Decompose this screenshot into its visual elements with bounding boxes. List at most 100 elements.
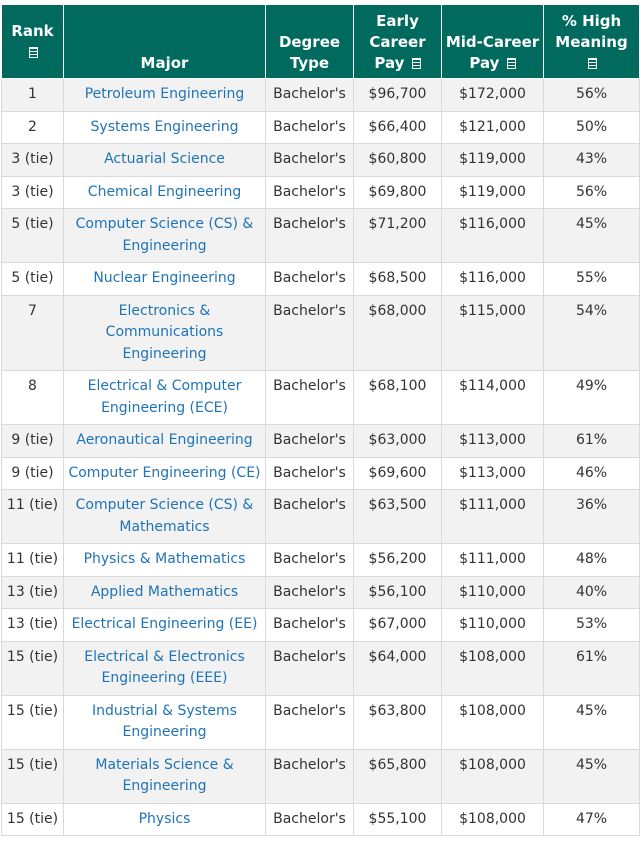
- table-row: 7 Electronics & Communications Engineeri…: [1, 294, 640, 371]
- early-pay-cell: $68,100: [353, 370, 442, 425]
- major-link[interactable]: Materials Science & Engineering: [95, 756, 234, 795]
- rank-cell: 13 (tie): [1, 575, 64, 609]
- major-link[interactable]: Petroleum Engineering: [84, 86, 245, 102]
- meaning-cell: 46%: [543, 456, 640, 490]
- meaning-header-line1: % High: [561, 12, 622, 30]
- rank-cell: 15 (tie): [1, 748, 64, 804]
- early-pay-cell: $69,600: [353, 456, 442, 490]
- degree-cell: Bachelor's: [265, 575, 354, 609]
- degree-cell: Bachelor's: [265, 489, 354, 544]
- major-link[interactable]: Computer Science (CS) & Engineering: [75, 216, 254, 254]
- meaning-cell: 45%: [543, 208, 640, 263]
- mid-pay-cell: $114,000: [441, 370, 544, 425]
- table-row: 2 Systems Engineering Bachelor's $66,400…: [1, 110, 640, 144]
- meaning-cell: 40%: [543, 575, 640, 609]
- mid-pay-cell: $108,000: [441, 694, 544, 750]
- rank-cell: 8: [1, 370, 64, 425]
- degree-cell: Bachelor's: [265, 748, 354, 804]
- table-row: 15 (tie) Industrial & Systems Engineerin…: [1, 694, 640, 750]
- major-link[interactable]: Computer Engineering (CE): [68, 464, 261, 481]
- mid-header-line2: Pay: [469, 54, 500, 72]
- meaning-cell: 54%: [543, 294, 640, 371]
- rank-cell: 5 (tie): [1, 208, 64, 263]
- degree-cell: Bachelor's: [265, 370, 354, 425]
- degree-cell: Bachelor's: [265, 262, 354, 296]
- mid-career-pay-column-header[interactable]: Mid-Career Pay: [441, 4, 544, 79]
- rank-cell: 3 (tie): [1, 143, 64, 177]
- early-pay-cell: $63,000: [353, 424, 442, 458]
- major-link[interactable]: Actuarial Science: [104, 151, 225, 167]
- rank-column-header[interactable]: Rank: [1, 4, 64, 79]
- rank-header-label: Rank: [11, 21, 54, 40]
- major-cell: Aeronautical Engineering: [63, 424, 266, 458]
- major-link[interactable]: Electrical & Computer Engineering (ECE): [87, 378, 242, 416]
- meaning-cell: 50%: [543, 110, 640, 144]
- early-pay-cell: $56,100: [353, 575, 442, 609]
- rank-cell: 11 (tie): [1, 489, 64, 544]
- early-header-line1: Early: [376, 12, 419, 30]
- major-link[interactable]: Computer Science (CS) & Mathematics: [75, 497, 254, 535]
- table-row: 13 (tie) Applied Mathematics Bachelor's …: [1, 575, 640, 609]
- sort-icon[interactable]: [506, 58, 516, 69]
- sort-icon[interactable]: [29, 46, 38, 58]
- mid-pay-cell: $111,000: [441, 489, 544, 544]
- high-meaning-column-header[interactable]: % High Meaning: [543, 4, 640, 79]
- table-row: 5 (tie) Computer Science (CS) & Engineer…: [1, 208, 640, 263]
- major-cell: Actuarial Science: [63, 143, 266, 177]
- major-link[interactable]: Systems Engineering: [90, 118, 239, 135]
- major-link[interactable]: Physics: [138, 810, 191, 827]
- early-pay-cell: $71,200: [353, 208, 442, 263]
- degree-cell: Bachelor's: [265, 424, 354, 458]
- major-link[interactable]: Industrial & Systems Engineering: [92, 702, 237, 741]
- early-pay-cell: $67,000: [353, 608, 442, 642]
- early-pay-cell: $68,000: [353, 294, 442, 371]
- major-link[interactable]: Aeronautical Engineering: [76, 432, 253, 448]
- meaning-cell: 45%: [543, 748, 640, 804]
- degree-header-line2: Type: [289, 54, 330, 72]
- header-row: Rank Major Degree Type Early Career Pay …: [1, 4, 640, 79]
- table-row: 9 (tie) Computer Engineering (CE) Bachel…: [1, 456, 640, 490]
- major-link[interactable]: Electrical Engineering (EE): [71, 616, 258, 632]
- early-career-pay-column-header[interactable]: Early Career Pay: [353, 4, 442, 79]
- major-column-header: Major: [63, 4, 266, 79]
- meaning-cell: 61%: [543, 424, 640, 458]
- early-pay-cell: $66,400: [353, 110, 442, 144]
- major-cell: Industrial & Systems Engineering: [63, 694, 266, 750]
- mid-pay-cell: $116,000: [441, 262, 544, 296]
- early-pay-cell: $68,500: [353, 262, 442, 296]
- major-cell: Electrical Engineering (EE): [63, 608, 266, 642]
- early-pay-cell: $63,500: [353, 489, 442, 544]
- mid-pay-cell: $119,000: [441, 175, 544, 209]
- mid-pay-cell: $108,000: [441, 802, 544, 836]
- mid-pay-cell: $115,000: [441, 294, 544, 371]
- degree-type-column-header: Degree Type: [265, 4, 354, 79]
- degree-cell: Bachelor's: [265, 802, 354, 836]
- degree-cell: Bachelor's: [265, 143, 354, 177]
- table-row: 13 (tie) Electrical Engineering (EE) Bac…: [1, 608, 640, 642]
- meaning-cell: 53%: [543, 608, 640, 642]
- table-row: 11 (tie) Physics & Mathematics Bachelor'…: [1, 543, 640, 577]
- table-row: 15 (tie) Materials Science & Engineering…: [1, 748, 640, 804]
- sort-icon[interactable]: [588, 58, 597, 69]
- major-cell: Applied Mathematics: [63, 575, 266, 609]
- early-pay-cell: $69,800: [353, 175, 442, 209]
- table-row: 15 (tie) Physics Bachelor's $55,100 $108…: [1, 802, 640, 836]
- major-link[interactable]: Electrical & Electronics Engineering (EE…: [84, 648, 245, 687]
- early-pay-cell: $56,200: [353, 543, 442, 577]
- major-header-label: Major: [140, 54, 189, 72]
- sort-icon[interactable]: [411, 58, 421, 69]
- major-link[interactable]: Chemical Engineering: [87, 183, 242, 200]
- mid-pay-cell: $110,000: [441, 575, 544, 609]
- major-cell: Electronics & Communications Engineering: [63, 294, 266, 371]
- rank-cell: 7: [1, 294, 64, 371]
- early-pay-cell: $55,100: [353, 802, 442, 836]
- table-row: 5 (tie) Nuclear Engineering Bachelor's $…: [1, 262, 640, 296]
- major-link[interactable]: Electronics & Communications Engineering: [105, 302, 224, 362]
- major-link[interactable]: Applied Mathematics: [90, 583, 239, 600]
- major-link[interactable]: Physics & Mathematics: [83, 551, 246, 567]
- meaning-cell: 45%: [543, 694, 640, 750]
- mid-pay-cell: $172,000: [441, 78, 544, 112]
- mid-pay-cell: $108,000: [441, 640, 544, 696]
- major-cell: Petroleum Engineering: [63, 78, 266, 112]
- major-link[interactable]: Nuclear Engineering: [93, 270, 236, 286]
